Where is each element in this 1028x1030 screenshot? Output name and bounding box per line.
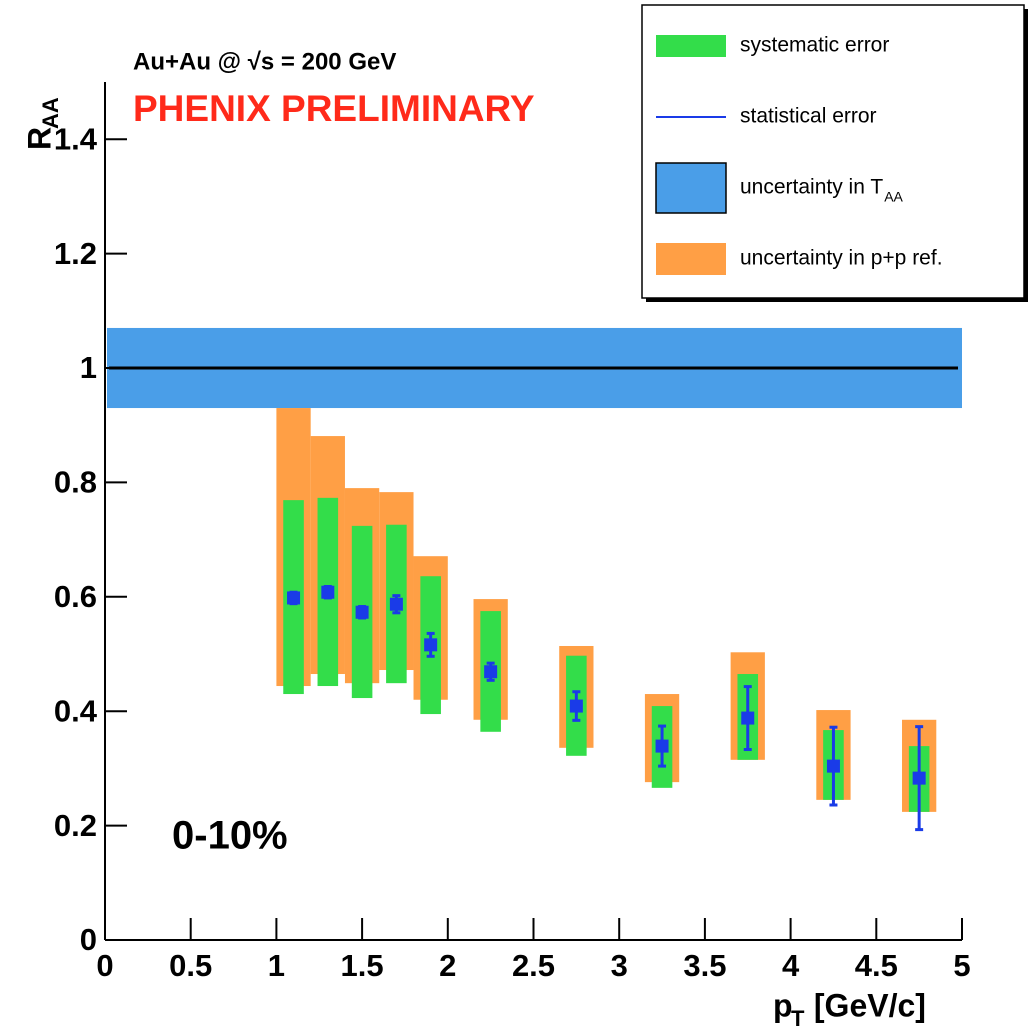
- legend-swatch: [656, 35, 726, 57]
- x-tick-label: 1.5: [341, 948, 384, 983]
- legend-label: statistical error: [740, 105, 877, 128]
- point: [389, 597, 403, 611]
- x-tick-label: 3: [611, 948, 628, 983]
- y-tick-label: 0.2: [54, 808, 97, 843]
- x-axis-label: p T [GeV/c]: [773, 987, 926, 1030]
- legend-swatch: [656, 243, 726, 275]
- point: [741, 711, 755, 725]
- x-label-sub: T: [791, 1006, 805, 1030]
- point: [424, 638, 438, 652]
- x-tick-label: 0: [96, 948, 113, 983]
- point: [655, 739, 669, 753]
- x-tick-label: 4: [782, 948, 800, 983]
- chart-title: Au+Au @ √s = 200 GeV: [133, 48, 396, 75]
- y-tick-label: 1: [80, 350, 97, 385]
- plot-area: 0 0.2 0.4 0.6 0.8 1 1.2 1.4 0 0.5 1 1.5 2 2.5 3 3.5 4 4.5…: [54, 82, 971, 983]
- y-tick-label: 0.6: [54, 579, 97, 614]
- legend-label: systematic error: [740, 34, 889, 57]
- chart-subtitle: PHENIX PRELIMINARY: [133, 88, 535, 129]
- x-tick-label: 5: [953, 948, 970, 983]
- x-tick-label: 2: [439, 948, 456, 983]
- point: [321, 585, 335, 599]
- y-tick-label: 1.2: [54, 236, 97, 271]
- legend: systematic error statistical error uncerta…: [641, 4, 1028, 302]
- point: [912, 771, 926, 785]
- y-tick-label: 1.4: [54, 121, 98, 156]
- y-tick-label: 0: [80, 922, 97, 957]
- y-tick-label: 0.8: [54, 465, 97, 500]
- legend-label-sub: AA: [884, 189, 903, 205]
- x-tick-label: 3.5: [683, 948, 726, 983]
- x-tick-label: 4.5: [855, 948, 898, 983]
- legend-label: uncertainty in T: [740, 176, 883, 199]
- point: [569, 699, 583, 713]
- legend-swatch: [655, 162, 727, 214]
- annotation: 0-10%: [172, 814, 288, 858]
- point: [826, 759, 840, 773]
- point: [287, 591, 301, 605]
- x-tick-label: 1: [268, 948, 285, 983]
- y-axis-label: R AA: [21, 97, 62, 150]
- point: [484, 665, 498, 679]
- y-label-sub: AA: [38, 97, 63, 129]
- x-label: p: [773, 987, 793, 1023]
- x-label-rest: [GeV/c]: [805, 987, 926, 1023]
- y-label: R: [21, 127, 57, 150]
- x-tick-label: 2.5: [512, 948, 555, 983]
- point: [355, 605, 369, 619]
- x-tick-label: 0.5: [169, 948, 212, 983]
- y-tick-label: 0.4: [54, 693, 98, 728]
- legend-label: uncertainty in p+p ref.: [740, 247, 943, 270]
